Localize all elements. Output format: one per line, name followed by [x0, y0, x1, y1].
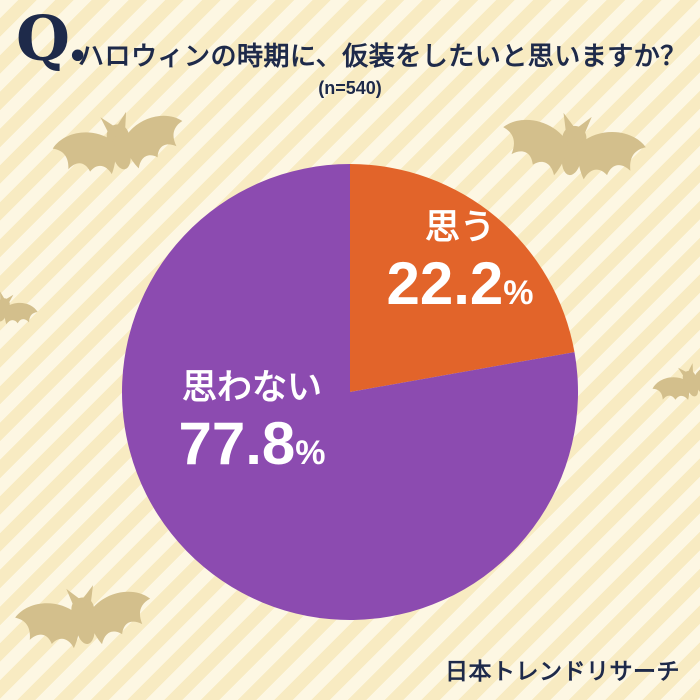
- slice-name-omowanai: 思わない: [181, 368, 322, 407]
- sample-size-label: (n=540): [318, 78, 382, 98]
- percent-unit: %: [295, 434, 326, 473]
- question-mark-label: Q.: [16, 2, 89, 75]
- slice-label-omowanai: 思わない 77.8%: [152, 368, 352, 475]
- percent-unit: %: [503, 274, 534, 313]
- slice-label-omou: 思う 22.2%: [362, 208, 558, 315]
- slice-name-omou: 思う: [424, 208, 495, 247]
- pie-slice-omou: [350, 164, 575, 392]
- pie-slice-omowanai: [122, 164, 579, 620]
- slice-value-omou: 22.2%: [386, 250, 534, 318]
- question-title: ハロウィンの時期に、仮装をしたいと思いますか？: [78, 41, 687, 71]
- brand-footer: 日本トレンドリサーチ: [445, 658, 680, 684]
- slice-value-omowanai: 77.8%: [178, 410, 326, 478]
